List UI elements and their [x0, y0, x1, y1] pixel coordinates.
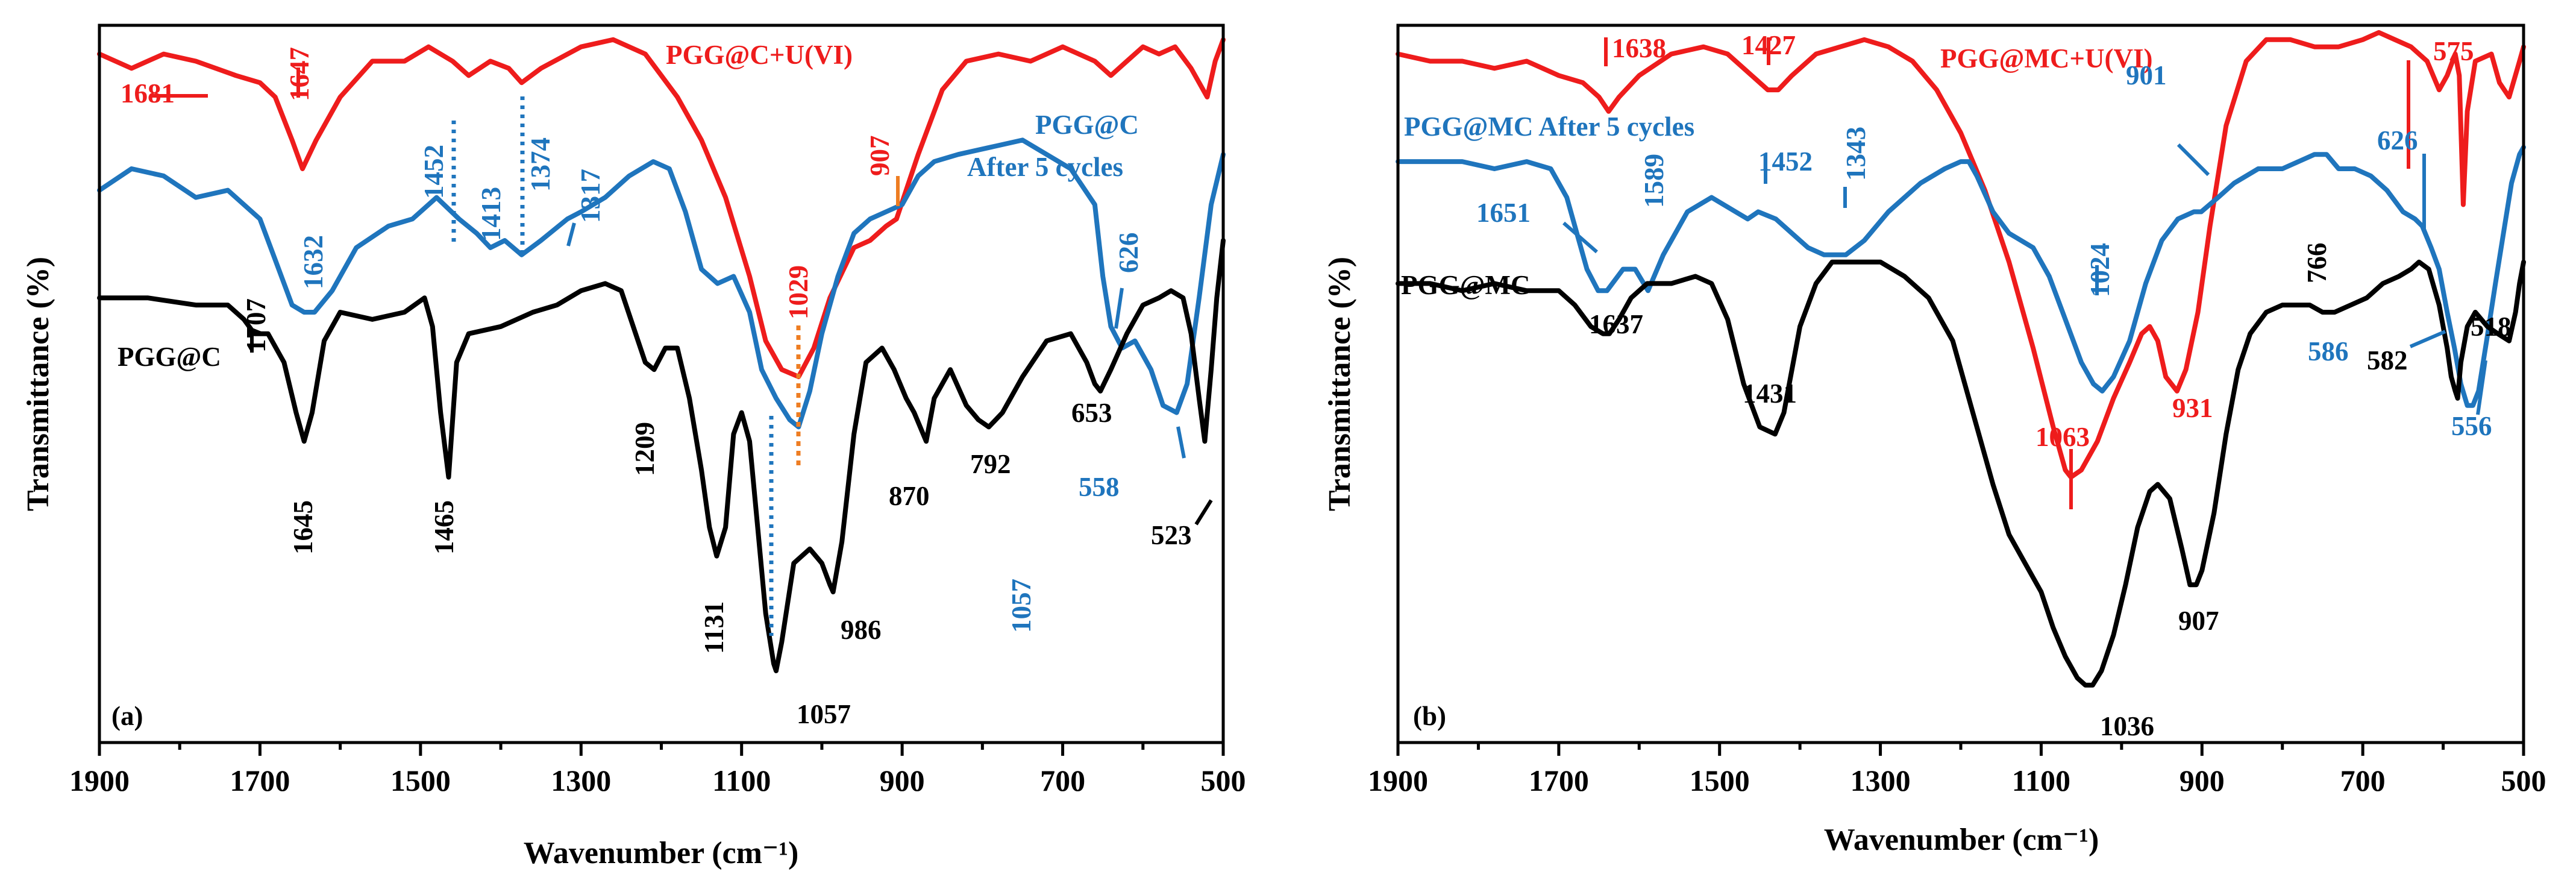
- label-1427: 1427: [1741, 30, 1796, 60]
- label-1374: 1374: [525, 137, 556, 192]
- panel-a-x-tick-label-700: 700: [1040, 764, 1085, 797]
- label-1638: 1638: [1612, 33, 1666, 63]
- label-1651: 1651: [1476, 198, 1531, 228]
- label-1681: 1681: [121, 78, 175, 108]
- label-1063: 1063: [2035, 422, 2090, 452]
- panel-a-x-tick-label-900: 900: [880, 764, 925, 797]
- label-907b: 907: [2178, 606, 2219, 636]
- panel-a: 1900 1700 1500 1300 1100 900 700 500 PGG@C+U(VI…: [21, 24, 1246, 870]
- label-586: 586: [2308, 336, 2349, 366]
- label-pgg-c-reuse-1: PGG@C: [1035, 110, 1139, 140]
- label-1431: 1431: [1743, 379, 1797, 409]
- panel-b-tag: (b): [1413, 701, 1446, 731]
- label-1317: 1317: [575, 169, 606, 223]
- label-1452: 1452: [419, 145, 449, 199]
- panel-b-y-axis-title: Transmittance (%): [1323, 257, 1357, 511]
- label-653: 653: [1071, 398, 1112, 428]
- panel-a-series-pgg-c-u-vi-: [97, 37, 1226, 380]
- leader-626: [1114, 287, 1124, 329]
- leader-1651: [1562, 221, 1598, 254]
- leader-558: [1176, 426, 1186, 459]
- panel-b-curves: [1396, 30, 2526, 688]
- panel-a-curves: [97, 37, 1226, 673]
- label-1131: 1131: [699, 601, 729, 654]
- leader-586: [2409, 330, 2446, 348]
- panel-b-x-tick-label-1900: 1900: [1368, 764, 1428, 797]
- panel-a-x-ticks: 1900 1700 1500 1300 1100 900 700 500: [69, 743, 1246, 797]
- label-1024: 1024: [2085, 243, 2115, 297]
- panel-a-x-tick-label-1100: 1100: [712, 764, 771, 797]
- panel-b-x-tick-label-1500: 1500: [1690, 764, 1750, 797]
- label-1029: 1029: [783, 265, 813, 319]
- panel-b-series-pgg-mc-u-vi-: [1396, 30, 2526, 480]
- label-pgg-mc-reuse: PGG@MC After 5 cycles: [1404, 112, 1694, 142]
- label-523: 523: [1151, 520, 1192, 550]
- label-626: 626: [1114, 233, 1144, 274]
- label-901: 901: [2126, 60, 2167, 90]
- label-1209: 1209: [630, 422, 660, 476]
- label-1637: 1637: [1589, 309, 1643, 339]
- label-pgg-mc-u: PGG@MC+U(VI): [1940, 43, 2152, 74]
- label-870: 870: [889, 481, 930, 511]
- label-986: 986: [841, 615, 882, 645]
- panel-b-x-tick-label-1100: 1100: [2012, 764, 2070, 797]
- label-766: 766: [2302, 243, 2332, 284]
- panel-a-tag: (a): [111, 701, 143, 731]
- panel-b-x-tick-label-900: 900: [2180, 764, 2225, 797]
- panel-a-x-tick-label-1500: 1500: [390, 764, 451, 797]
- panel-b-series-pgg-mc: [1396, 259, 2526, 688]
- panel-b: 1900 1700 1500 1300 1100 900 700 500 1638 1427 …: [1323, 24, 2546, 857]
- leader-901: [2176, 143, 2210, 177]
- label-556: 556: [2451, 411, 2492, 441]
- label-pgg-c: PGG@C: [118, 342, 221, 372]
- panel-b-x-ticks: 1900 1700 1500 1300 1100 900 700 500: [1368, 743, 2546, 797]
- label-575: 575: [2433, 36, 2474, 66]
- panel-b-x-tick-label-700: 700: [2340, 764, 2386, 797]
- label-1707: 1707: [241, 298, 271, 353]
- label-1413: 1413: [476, 187, 506, 241]
- panel-a-x-tick-label-1900: 1900: [69, 764, 130, 797]
- leader-523: [1194, 499, 1213, 526]
- label-626b: 626: [2377, 125, 2418, 155]
- label-931: 931: [2172, 393, 2213, 423]
- label-pgg-mc: PGG@MC: [1401, 270, 1530, 300]
- label-1465: 1465: [429, 500, 459, 554]
- label-pgg-c-reuse-2: After 5 cycles: [967, 152, 1123, 182]
- label-1647: 1647: [284, 47, 315, 101]
- label-1632: 1632: [298, 235, 328, 289]
- label-1036: 1036: [2100, 711, 2154, 741]
- panel-b-x-tick-label-500: 500: [2501, 764, 2546, 797]
- leader-556: [2476, 360, 2487, 415]
- panel-a-x-tick-label-1300: 1300: [551, 764, 611, 797]
- label-1589: 1589: [1639, 154, 1669, 208]
- label-1452b: 1452: [1758, 146, 1813, 177]
- panel-b-x-axis-title: Wavenumber (cm⁻¹): [1824, 823, 2099, 857]
- label-582: 582: [2367, 345, 2408, 375]
- panel-a-x-tick-label-1700: 1700: [230, 764, 290, 797]
- panel-a-y-axis-title: Transmittance (%): [21, 257, 55, 511]
- panel-b-x-tick-label-1300: 1300: [1851, 764, 1911, 797]
- panel-a-series-pgg-c: [97, 238, 1226, 673]
- label-907: 907: [865, 136, 895, 177]
- label-pgg-c-u: PGG@C+U(VI): [666, 40, 853, 70]
- label-1343: 1343: [1841, 127, 1871, 181]
- label-792: 792: [970, 449, 1011, 479]
- label-1645: 1645: [288, 500, 318, 554]
- label-558: 558: [1079, 472, 1120, 502]
- leader-1317: [566, 222, 576, 247]
- label-1057: 1057: [797, 699, 851, 729]
- label-518: 518: [2471, 312, 2512, 342]
- panel-a-series-pgg-c-after-5-cycles: [97, 137, 1226, 430]
- panel-b-x-tick-label-1700: 1700: [1529, 764, 1589, 797]
- label-1057-blue: 1057: [1006, 579, 1036, 633]
- panel-a-x-axis-title: Wavenumber (cm⁻¹): [524, 836, 799, 870]
- panel-a-x-tick-label-500: 500: [1201, 764, 1246, 797]
